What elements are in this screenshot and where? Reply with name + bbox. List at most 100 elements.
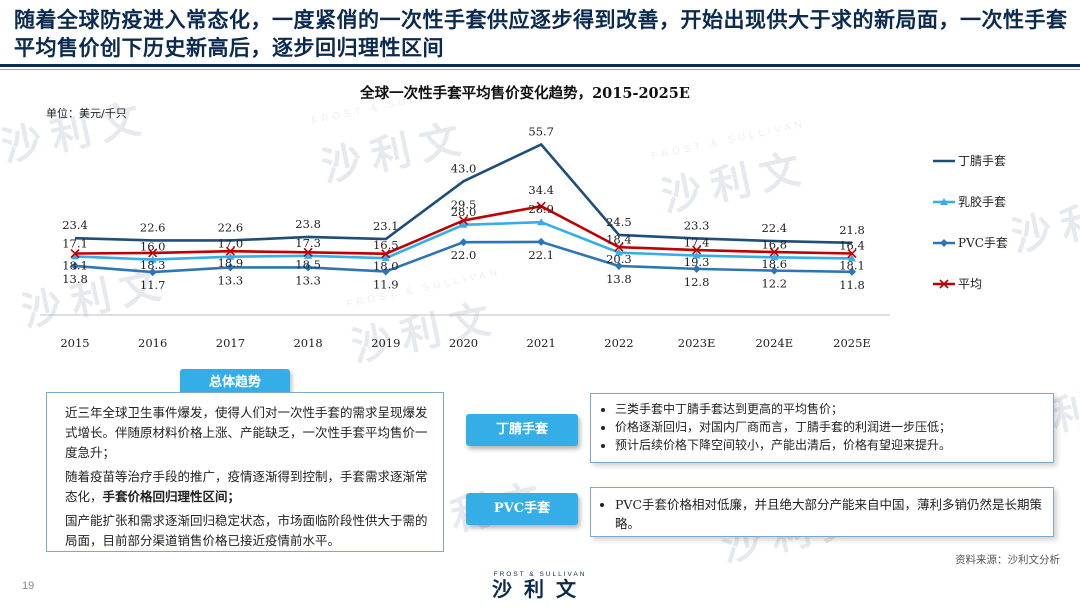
series-line <box>74 142 853 245</box>
page-headline: 随着全球防疫进入常态化，一度紧俏的一次性手套供应逐步得到改善，开始出现供大于求的… <box>14 7 1068 60</box>
data-label: 28.9 <box>528 202 554 216</box>
point-marker <box>614 242 624 252</box>
data-label: 12.8 <box>684 275 710 289</box>
nitrile-card: 三类手套中丁腈手套达到更高的平均售价； 价格逐渐回归，对国内厂商而言，丁腈手套的… <box>590 393 1054 463</box>
data-label: 18.1 <box>62 259 88 273</box>
data-label: 17.1 <box>62 236 88 250</box>
data-label: 16.5 <box>373 238 399 252</box>
data-label: 17.0 <box>218 237 244 251</box>
data-label: 11.9 <box>373 277 399 291</box>
x-tick-label: 2015 <box>60 336 89 350</box>
pvc-bullet: PVC手套价格相对低廉，并且绝大部分产能来自中国，薄利多销仍然是长期策略。 <box>615 495 1045 533</box>
overview-text: 随着疫苗等治疗手段的推广，疫情逐渐得到控制，手套需求逐渐常态化， <box>65 469 428 504</box>
x-tick-label: 2022 <box>604 336 633 350</box>
x-tick-label: 2024E <box>755 336 793 350</box>
data-label: 20.3 <box>606 252 632 266</box>
nitrile-bullet: 预计后续价格下降空间较小，产能出清后，价格有望迎来提升。 <box>615 436 1045 454</box>
data-label: 18.0 <box>373 259 399 273</box>
point-marker <box>692 251 701 259</box>
data-label: 18.9 <box>218 256 244 270</box>
data-label: 22.0 <box>451 248 477 262</box>
data-label: 11.7 <box>140 278 166 292</box>
data-label: 23.8 <box>295 217 321 231</box>
data-label: 22.4 <box>761 221 787 235</box>
footer-logo: FROST & SULLIVAN 沙利文 <box>480 571 600 600</box>
legend-label: PVC手套 <box>958 236 1008 250</box>
data-label: 13.8 <box>62 272 88 286</box>
point-marker <box>770 253 779 261</box>
logo-cn: 沙利文 <box>492 577 588 601</box>
point-marker <box>148 255 157 263</box>
data-label: 21.8 <box>839 223 865 237</box>
point-marker <box>225 246 235 256</box>
legend-marker <box>940 239 948 247</box>
point-marker <box>381 254 390 262</box>
x-tick-label: 2020 <box>449 336 478 350</box>
page-number: 19 <box>22 580 35 592</box>
logo-en: FROST & SULLIVAN <box>493 571 587 578</box>
overview-paragraph: 近三年全球卫生事件爆发，使得人们对一次性手套的需求呈现爆发式增长。伴随原材料价格… <box>65 405 428 460</box>
data-label: 18.1 <box>839 259 865 273</box>
point-marker <box>769 247 779 257</box>
x-tick-label: 2023E <box>678 336 716 350</box>
point-marker <box>458 215 469 226</box>
legend-marker <box>939 279 949 289</box>
data-label: 13.8 <box>606 272 632 286</box>
point-marker <box>304 263 313 272</box>
data-label: 17.4 <box>684 236 710 250</box>
data-label: 16.4 <box>839 238 865 252</box>
point-marker <box>848 254 856 262</box>
legend-label: 丁腈手套 <box>958 154 1006 168</box>
x-tick-label: 2025E <box>833 336 871 350</box>
pvc-card: PVC手套价格相对低廉，并且绝大部分产能来自中国，薄利多销仍然是长期策略。 <box>590 487 1054 537</box>
point-marker <box>71 261 79 270</box>
pvc-tag: PVC手套 <box>466 493 578 525</box>
point-marker <box>692 264 701 273</box>
data-label: 23.4 <box>62 218 88 232</box>
nitrile-bullet: 三类手套中丁腈手套达到更高的平均售价； <box>615 400 1045 418</box>
data-label: 22.6 <box>140 220 166 234</box>
data-label: 18.6 <box>761 257 787 271</box>
data-label: 28.0 <box>451 205 477 219</box>
source-note: 资料来源：沙利文分析 <box>955 554 1060 566</box>
point-marker <box>70 248 80 259</box>
point-marker <box>381 267 390 276</box>
data-label: 19.3 <box>684 255 710 269</box>
point-marker <box>614 261 623 270</box>
point-marker <box>537 218 546 226</box>
data-label: 16.0 <box>140 240 166 254</box>
overview-box: 近三年全球卫生事件爆发，使得人们对一次性手套的需求呈现爆发式增长。伴随原材料价格… <box>46 392 444 552</box>
point-marker <box>537 237 546 246</box>
data-label: 55.7 <box>528 124 554 138</box>
legend-marker <box>940 198 948 205</box>
nitrile-tag: 丁腈手套 <box>466 414 578 446</box>
data-label: 29.5 <box>451 197 477 211</box>
point-marker <box>148 268 157 277</box>
overview-paragraph: 国产能扩张和需求逐渐回归稳定状态，市场面临阶段性供大于需的局面，目前部分渠道销售… <box>65 513 428 548</box>
point-marker <box>304 251 313 259</box>
point-marker <box>148 248 158 258</box>
data-label: 43.0 <box>451 161 477 175</box>
point-marker <box>226 252 235 260</box>
x-tick-label: 2019 <box>371 336 400 350</box>
data-label: 12.2 <box>761 277 787 291</box>
point-marker <box>71 252 79 260</box>
data-label: 11.8 <box>839 278 865 292</box>
data-label: 17.3 <box>295 236 321 250</box>
chart-title: 全球一次性手套平均售价变化趋势，2015-2025E <box>359 84 690 102</box>
legend-label: 乳胶手套 <box>958 194 1006 209</box>
point-marker <box>847 248 857 259</box>
x-tick-label: 2017 <box>216 336 245 350</box>
point-marker <box>226 263 235 272</box>
point-marker <box>536 201 546 211</box>
data-label: 13.3 <box>295 273 321 287</box>
point-marker <box>692 245 702 255</box>
point-marker <box>459 238 468 247</box>
header-rule-thin <box>0 69 1080 70</box>
data-label: 23.1 <box>373 219 399 233</box>
price-trend-chart: 全球一次性手套平均售价变化趋势，2015-2025E 单位：美元/千只 23.4… <box>40 84 1008 350</box>
data-label: 23.3 <box>684 218 710 232</box>
point-marker <box>848 267 856 276</box>
data-label: 24.5 <box>606 215 632 229</box>
legend-label: 平均 <box>958 277 982 291</box>
